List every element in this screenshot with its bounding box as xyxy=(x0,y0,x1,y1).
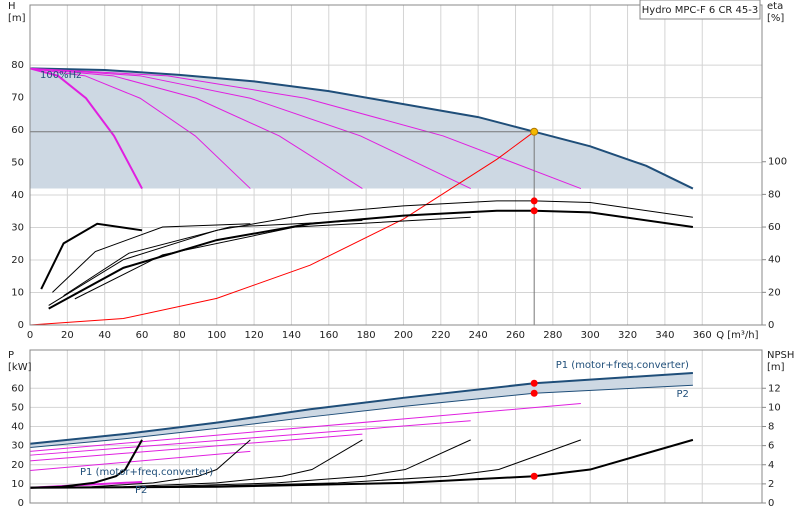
x-tick-label: 260 xyxy=(506,330,525,341)
y-axis-title: H xyxy=(8,1,16,12)
y2-tick-label: 20 xyxy=(768,287,781,298)
curve xyxy=(29,67,582,190)
x-tick-label: 20 xyxy=(61,330,74,341)
product-box xyxy=(639,0,761,20)
curve xyxy=(29,439,582,489)
curve xyxy=(48,200,693,306)
y2-tick-label: 10 xyxy=(768,402,781,413)
curve xyxy=(29,67,471,190)
curve xyxy=(29,420,471,456)
y2-tick-label: 100 xyxy=(768,157,787,168)
curve xyxy=(29,433,363,462)
operating-point xyxy=(530,472,538,480)
operating-point xyxy=(530,379,538,387)
operating-point xyxy=(530,389,538,397)
y-tick-label: 0 xyxy=(18,498,24,509)
x-tick-label: 280 xyxy=(543,330,562,341)
y-axis-unit: [kW] xyxy=(8,362,32,373)
plot-frame xyxy=(29,4,763,326)
y2-tick-label: 6 xyxy=(768,441,774,452)
x-tick-label: 60 xyxy=(136,330,149,341)
y-tick-label: 30 xyxy=(11,223,24,234)
y-tick-label: 60 xyxy=(11,383,24,394)
y2-tick-label: 4 xyxy=(768,460,774,471)
y2-tick-label: 8 xyxy=(768,422,774,433)
y2-axis-unit: [m] xyxy=(767,362,785,373)
x-tick-label: 200 xyxy=(394,330,413,341)
y-axis-title: P xyxy=(8,350,14,361)
x-tick-label: 140 xyxy=(282,330,301,341)
operating-point xyxy=(530,197,538,205)
y-tick-label: 50 xyxy=(11,402,24,413)
product-label: Hydro MPC-F 6 CR 45-3 xyxy=(642,5,759,16)
y2-tick-label: 0 xyxy=(768,498,774,509)
x-tick-label: 300 xyxy=(581,330,600,341)
curve xyxy=(63,220,363,297)
y2-tick-label: 0 xyxy=(768,320,774,331)
y-tick-label: 30 xyxy=(11,441,24,452)
x-tick-label: 360 xyxy=(693,330,712,341)
y2-axis-title: NPSH xyxy=(767,350,794,361)
y2-axis-unit: [%] xyxy=(767,13,784,24)
y2-axis-title: eta xyxy=(767,1,783,12)
y-tick-label: 10 xyxy=(11,479,24,490)
curve-label: P1 (motor+freq.converter) xyxy=(556,360,689,371)
x-tick-label: 340 xyxy=(655,330,674,341)
operating-point xyxy=(530,207,538,215)
curve xyxy=(40,222,143,290)
curve xyxy=(29,67,694,190)
y-tick-label: 10 xyxy=(11,288,24,299)
annotation: P2 xyxy=(135,485,147,496)
curve xyxy=(29,67,251,189)
curve xyxy=(52,223,251,293)
y-tick-label: 40 xyxy=(11,422,24,433)
x-tick-label: 320 xyxy=(618,330,637,341)
y-tick-label: 40 xyxy=(11,190,24,201)
operating-point xyxy=(530,127,539,136)
annotation: P1 (motor+freq.converter) xyxy=(80,467,213,478)
x-tick-label: 240 xyxy=(469,330,488,341)
curve xyxy=(29,131,535,326)
power-band xyxy=(30,372,693,448)
x-tick-label: 160 xyxy=(319,330,338,341)
y2-tick-label: 60 xyxy=(768,222,781,233)
y-tick-label: 70 xyxy=(11,93,24,104)
x-tick-label: 40 xyxy=(98,330,111,341)
x-axis-title: Q [m³/h] xyxy=(716,330,758,341)
y-tick-label: 20 xyxy=(11,255,24,266)
y-tick-label: 60 xyxy=(11,125,24,136)
x-tick-label: 180 xyxy=(357,330,376,341)
y2-tick-label: 40 xyxy=(768,255,781,266)
y-axis-unit: [m] xyxy=(8,13,26,24)
plot-frame xyxy=(29,349,763,504)
y-tick-label: 80 xyxy=(11,60,24,71)
x-tick-label: 120 xyxy=(245,330,264,341)
y-tick-label: 20 xyxy=(11,460,24,471)
curve xyxy=(29,67,143,190)
y2-tick-label: 80 xyxy=(768,189,781,200)
curve-label: P2 xyxy=(677,389,689,400)
y-tick-label: 0 xyxy=(18,320,24,331)
curve xyxy=(29,450,251,471)
curve xyxy=(29,67,363,189)
curve xyxy=(29,403,581,452)
annotation: 100%Hz xyxy=(40,70,81,81)
x-tick-label: 220 xyxy=(431,330,450,341)
y2-tick-label: 12 xyxy=(768,383,781,394)
y-tick-label: 50 xyxy=(11,158,24,169)
curve xyxy=(74,216,471,300)
y2-tick-label: 2 xyxy=(768,479,774,490)
x-tick-label: 80 xyxy=(173,330,186,341)
x-tick-label: 100 xyxy=(207,330,226,341)
x-tick-label: 0 xyxy=(27,330,33,341)
